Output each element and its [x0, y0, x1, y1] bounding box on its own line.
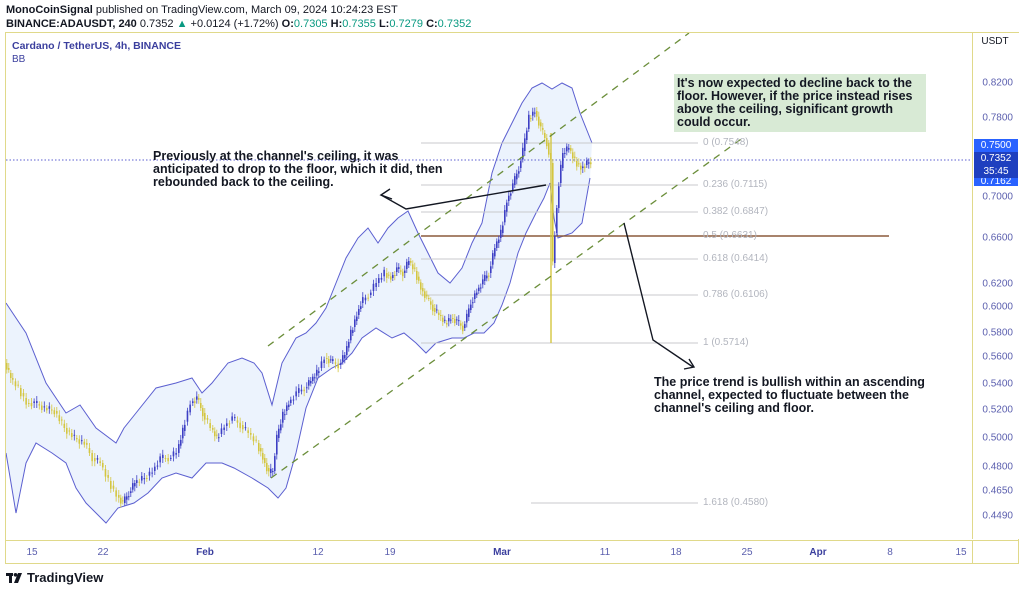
fib-level-label: 0.5 (0.6631) [703, 230, 757, 241]
candlesticks [6, 107, 592, 508]
time-tick: Apr [809, 547, 827, 558]
arrow-left-annotation[interactable] [380, 184, 547, 210]
time-tick: 12 [312, 547, 324, 558]
price-tick: 0.7000 [982, 191, 1013, 203]
tradingview-brand: TradingView [27, 570, 104, 585]
price-tick: 0.5600 [982, 351, 1013, 363]
indicator-legend-bb[interactable]: BB [12, 54, 26, 65]
time-tick: 22 [97, 547, 109, 558]
price-tick: 0.4800 [982, 461, 1013, 473]
chart-plot-area[interactable] [6, 33, 972, 539]
bb-lower-price-label: 0.7162 [974, 178, 1018, 186]
annotation-bottom-right[interactable]: The price trend is bullish within an asc… [654, 375, 925, 415]
price-tick: 0.4490 [982, 510, 1013, 522]
annotation-left[interactable]: Previously at the channel's ceiling, it … [153, 149, 443, 189]
currency-label[interactable]: USDT [981, 36, 1009, 47]
price-tick: 0.5200 [982, 404, 1013, 416]
price-axis[interactable]: 0.8200 0.7800 0.7000 0.6600 0.6200 0.6000 0.58… [972, 33, 1019, 539]
bb-lower-band[interactable] [6, 177, 591, 524]
author-name[interactable]: MonoCoinSignal [6, 4, 93, 16]
price-tick: 0.8200 [982, 77, 1013, 89]
fib-level-label: 0.236 (0.7115) [703, 179, 768, 190]
last-price-label: 0.7352 [974, 152, 1018, 166]
low-value: 0.7279 [389, 18, 423, 30]
axis-corner [972, 540, 1019, 563]
time-tick: 19 [384, 547, 396, 558]
fib-level-label: 1.618 (0.4580) [703, 497, 769, 508]
time-tick: 18 [670, 547, 682, 558]
tradingview-logo: TradingView [6, 570, 103, 585]
chart-title[interactable]: Cardano / TetherUS, 4h, BINANCE [12, 40, 181, 52]
price-tick: 0.6600 [982, 232, 1013, 244]
time-tick: 15 [955, 547, 967, 558]
price-change: +0.0124 (+1.72%) [190, 18, 279, 30]
arrow-down-annotation[interactable] [623, 222, 694, 368]
fib-level-label: 0 (0.7548) [703, 137, 749, 148]
price-tick: 0.5800 [982, 327, 1013, 339]
up-arrow-icon: ▲ [176, 18, 188, 30]
time-tick: 11 [599, 547, 611, 558]
bb-upper-band[interactable] [6, 82, 593, 444]
fib-level-label: 1 (0.5714) [703, 337, 749, 348]
fib-level-label: 0.786 (0.6106) [703, 289, 769, 300]
time-tick: 15 [26, 547, 38, 558]
bollinger-bands [6, 82, 593, 524]
time-axis[interactable]: 15 22 Feb 12 19 Mar 11 18 25 Apr 8 15 [6, 540, 972, 563]
time-tick: Mar [493, 547, 511, 558]
time-tick: Feb [196, 547, 214, 558]
symbol-ohlc-bar: BINANCE:ADAUSDT, 240 0.7352 ▲ +0.0124 (+… [6, 18, 471, 30]
annotation-top-right[interactable]: It's now expected to decline back to the… [674, 74, 926, 132]
bar-countdown-label: 35:45 [974, 166, 1018, 178]
fib-level-label: 0.382 (0.6847) [703, 206, 769, 217]
low-label: L: [378, 18, 390, 30]
last-price: 0.7352 [139, 18, 174, 30]
close-value: 0.7352 [437, 18, 472, 30]
price-tick: 0.5400 [982, 378, 1013, 390]
time-tick: 8 [887, 547, 893, 558]
price-chart[interactable] [6, 33, 972, 539]
channel-floor[interactable] [270, 136, 745, 479]
arrow-head-icon [683, 358, 696, 370]
publish-info: MonoCoinSignal published on TradingView.… [6, 4, 398, 16]
price-tick: 0.4650 [982, 485, 1013, 497]
fib-level-label: 0.618 (0.6414) [703, 253, 769, 264]
price-tick: 0.6000 [982, 301, 1013, 313]
price-tick: 0.5000 [982, 432, 1013, 444]
price-tick: 0.7800 [982, 112, 1013, 124]
time-tick: 25 [741, 547, 753, 558]
symbol-name: BINANCE:ADAUSDT, 240 [6, 18, 137, 30]
close-label: C: [426, 18, 438, 30]
tradingview-logo-icon [6, 572, 22, 583]
open-label: O: [281, 18, 294, 30]
channel-ceiling[interactable] [267, 33, 690, 347]
published-text: published on TradingView.com, March 09, … [95, 4, 398, 16]
high-value: 0.7355 [342, 18, 376, 30]
arrow-head-icon [379, 188, 393, 200]
high-label: H: [330, 18, 343, 30]
open-value: 0.7305 [293, 18, 328, 30]
bb-upper-price-label: 0.7500 [974, 139, 1018, 152]
price-tick: 0.6200 [982, 278, 1013, 290]
